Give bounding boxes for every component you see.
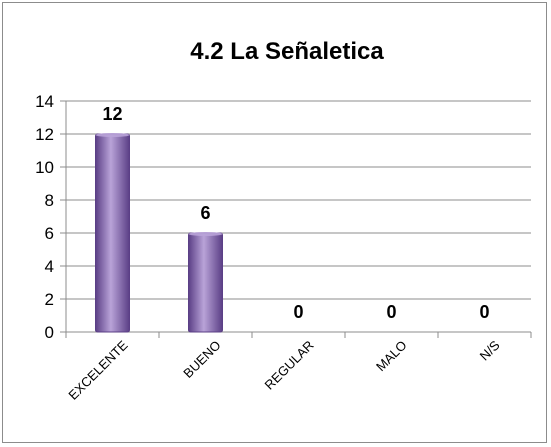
x-label-n-s: N/S — [477, 337, 503, 363]
data-label-malo: 0 — [386, 302, 396, 322]
bar-excelente — [95, 133, 130, 333]
x-label-malo: MALO — [373, 338, 410, 375]
axes — [65, 101, 532, 338]
bar-top-excelente — [95, 133, 130, 137]
y-tick-label-0: 0 — [45, 323, 54, 342]
x-label-bueno: BUENO — [180, 338, 223, 381]
bar-top-bueno — [188, 232, 223, 236]
chart-title: 4.2 La Señaletica — [190, 38, 384, 65]
data-label-n-s: 0 — [479, 302, 489, 322]
data-labels: 12 6 0 0 0 — [102, 104, 489, 322]
data-label-excelente: 12 — [102, 104, 122, 124]
x-label-regular: REGULAR — [262, 338, 317, 393]
data-label-regular: 0 — [293, 302, 303, 322]
y-tick-label-12: 12 — [35, 125, 54, 144]
y-tick-label-10: 10 — [35, 158, 54, 177]
bars — [95, 133, 223, 333]
y-tick-label-2: 2 — [45, 290, 54, 309]
y-tick-label-4: 4 — [45, 257, 54, 276]
x-axis-labels: EXCELENTE BUENO REGULAR MALO N/S — [65, 337, 503, 403]
y-axis-ticks: 0 2 4 6 8 10 12 14 — [35, 92, 54, 342]
y-tick-label-6: 6 — [45, 224, 54, 243]
gridlines — [60, 100, 531, 333]
bar-bueno — [188, 232, 223, 333]
data-label-bueno: 6 — [200, 203, 210, 223]
y-tick-label-8: 8 — [45, 191, 54, 210]
y-tick-label-14: 14 — [35, 92, 54, 111]
x-label-excelente: EXCELENTE — [65, 337, 130, 402]
chart-frame — [2, 2, 547, 443]
